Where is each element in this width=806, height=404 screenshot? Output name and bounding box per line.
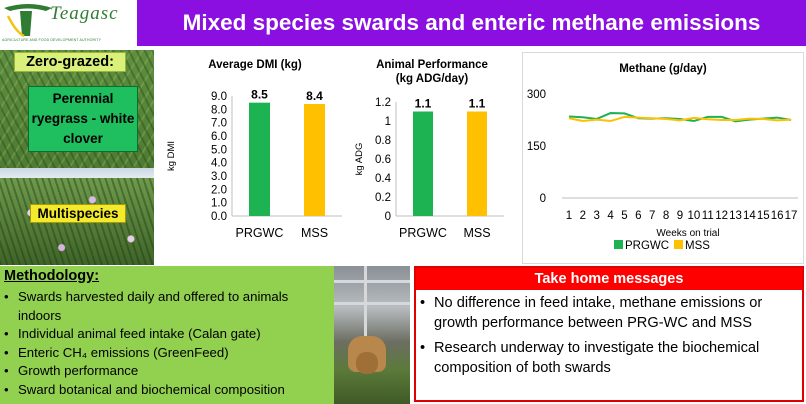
adg-category-label: MSS <box>463 226 490 240</box>
methane-chart-title: Methane (g/day) <box>619 63 707 75</box>
methodology-title: Methodology: <box>4 268 100 284</box>
methane-xtick-label: 9 <box>677 210 683 222</box>
methane-chart-frame <box>522 52 804 264</box>
adg-data-label: 1.1 <box>415 97 432 111</box>
zero-grazed-label: Zero-grazed: <box>14 52 126 72</box>
dmi-bar-prgwc <box>249 102 270 216</box>
methodology-item: Growth performance <box>4 362 338 381</box>
methane-xtick-label: 10 <box>687 210 700 222</box>
methane-xtick-label: 11 <box>702 210 714 222</box>
methane-legend-swatch-prgwc <box>614 240 623 249</box>
methane-xtick-label: 1 <box>566 210 572 222</box>
adg-chart-title: Animal Performance (kg ADG/day) <box>376 59 488 85</box>
dmi-ytick-label: 4.0 <box>211 158 227 170</box>
adg-data-label: 1.1 <box>469 97 486 111</box>
adg-bar-mss <box>467 111 487 216</box>
adg-chart: Animal Performance (kg ADG/day) 0 0.2 0.4 0… <box>352 52 518 264</box>
methane-xlabel: Weeks on trial <box>656 228 719 239</box>
dmi-ytick-label: 0.0 <box>211 211 227 223</box>
methane-xtick-label: 2 <box>580 210 586 222</box>
methane-xtick-label: 4 <box>607 210 614 222</box>
methodology-list: Swards harvested daily and offered to an… <box>4 288 338 399</box>
barn-rail <box>334 280 410 283</box>
methodology-item: Individual animal feed intake (Calan gat… <box>4 325 338 344</box>
dmi-ytick-label: 8.0 <box>211 104 227 116</box>
methane-legend-label: PRGWC <box>625 240 669 252</box>
adg-ylabel: kg ADG <box>354 143 365 176</box>
take-home-panel: Take home messages No difference in feed… <box>414 266 804 402</box>
prg-white-clover-label: Perennial ryegrass - white clover <box>28 86 138 152</box>
take-home-list: No difference in feed intake, methane em… <box>420 294 800 384</box>
methodology-item: Enteric CH₄ emissions (GreenFeed) <box>4 344 338 363</box>
adg-bar-prgwc <box>413 111 433 216</box>
adg-ytick-label: 1.2 <box>375 97 391 109</box>
barn-cattle-photo <box>334 266 410 404</box>
dmi-ytick-label: 1.0 <box>211 198 227 210</box>
methane-xtick-label: 8 <box>663 210 669 222</box>
adg-category-label: PRGWC <box>399 226 447 240</box>
dmi-ylabel: kg DMI <box>166 141 177 171</box>
methane-xtick-label: 17 <box>785 210 798 222</box>
methane-xtick-label: 7 <box>649 210 655 222</box>
dmi-ytick-label: 5.0 <box>211 144 227 156</box>
methane-xtick-label: 3 <box>594 210 600 222</box>
dmi-ytick-label: 2.0 <box>211 184 227 196</box>
methane-ytick-label: 0 <box>540 193 546 205</box>
take-home-item: Research underway to investigate the bio… <box>420 339 800 378</box>
adg-ytick-label: 0.2 <box>375 192 391 204</box>
logo-tagline: AGRICULTURE AND FOOD DEVELOPMENT AUTHORI… <box>2 38 102 42</box>
dmi-category-label: PRGWC <box>236 226 284 240</box>
adg-chart-svg: 0 0.2 0.4 0.6 0.8 1 1.2 kg ADG 1.1 PRGWC 1.1 MSS <box>354 97 504 240</box>
dmi-ytick-label: 3.0 <box>211 171 227 183</box>
teagasc-logo: Teagasc AGRICULTURE AND FOOD DEVELOPMENT… <box>0 0 136 46</box>
methodology-item: Swards harvested daily and offered to an… <box>4 288 324 325</box>
barn-rail <box>334 302 410 305</box>
logo-word: Teagasc <box>50 3 119 24</box>
title-bar: Mixed species swards and enteric methane… <box>137 0 806 46</box>
methane-xtick-label: 15 <box>757 210 770 222</box>
pasture-photo <box>0 50 154 265</box>
methane-series-mss <box>568 115 792 123</box>
dmi-chart: Average DMI (kg) 0.0 1.0 2.0 3.0 4.0 5.0 6.0 7.… <box>160 52 350 264</box>
methodology-item-text: Individual animal feed intake (Calan gat… <box>18 326 261 341</box>
dmi-ytick-label: 6.0 <box>211 131 227 143</box>
methane-xtick-label: 13 <box>729 210 742 222</box>
take-home-title: Take home messages <box>416 268 802 290</box>
dmi-ytick-label: 9.0 <box>211 91 227 103</box>
methane-xtick-label: 14 <box>743 210 756 222</box>
methane-xtick-label: 16 <box>771 210 784 222</box>
methane-ytick-label: 300 <box>527 89 546 101</box>
cow-head <box>356 352 378 374</box>
dmi-chart-title: Average DMI (kg) <box>208 59 302 71</box>
methane-xtick-label: 6 <box>635 210 641 222</box>
take-home-item: No difference in feed intake, methane em… <box>420 294 800 333</box>
methane-legend-label: MSS <box>685 240 710 252</box>
teagasc-logo-icon <box>4 4 52 38</box>
adg-ytick-label: 0.4 <box>375 173 392 185</box>
adg-ytick-label: 0 <box>385 211 391 223</box>
methodology-item: Sward botanical and biochemical composit… <box>4 381 338 400</box>
methane-xtick-label: 5 <box>621 210 627 222</box>
adg-ytick-label: 1 <box>385 116 391 128</box>
adg-ytick-label: 0.6 <box>375 154 391 166</box>
barn-post <box>364 266 367 336</box>
dmi-ytick-label: 7.0 <box>211 118 227 130</box>
methane-chart: Methane (g/day) 0 150 300 1 2 3 4 5 6 7 8 9 10 11 12 13… <box>522 52 804 264</box>
adg-ytick-label: 0.8 <box>375 135 391 147</box>
multispecies-label: Multispecies <box>30 204 126 223</box>
dmi-bar-mss <box>304 104 325 216</box>
dmi-data-label: 8.5 <box>251 88 268 102</box>
methane-ytick-label: 150 <box>527 141 546 153</box>
methane-legend-swatch-mss <box>674 240 683 249</box>
dmi-chart-svg: 0.01.0 2.03.04.0 5.06.07.0 8.09.0 kg DMI 8.5 P… <box>166 88 342 240</box>
dmi-category-label: MSS <box>301 226 328 240</box>
methodology-panel: Methodology: Swards harvested daily and … <box>0 266 334 404</box>
dmi-data-label: 8.4 <box>306 89 323 103</box>
methane-xtick-label: 12 <box>715 210 728 222</box>
page-title: Mixed species swards and enteric methane… <box>182 10 761 35</box>
photo-divider <box>0 168 154 180</box>
